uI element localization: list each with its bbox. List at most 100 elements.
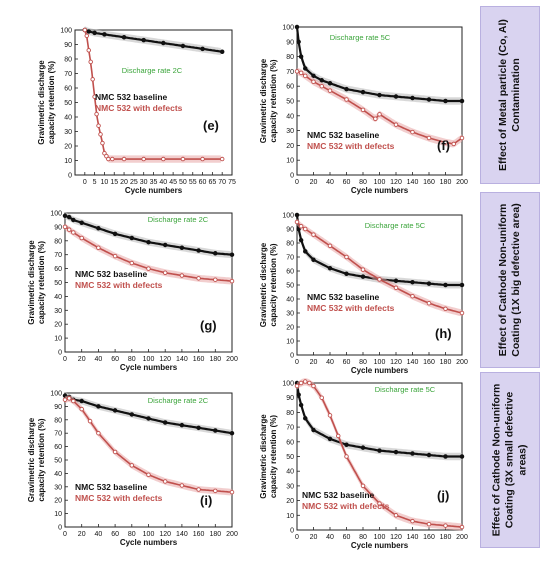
- defect-point: [377, 501, 382, 506]
- legend-baseline: NMC 532 baseline: [75, 269, 148, 279]
- y-tick-label: 70: [54, 252, 62, 259]
- y-tick-label: 100: [50, 211, 62, 218]
- baseline-point: [213, 428, 218, 433]
- y-axis-title: Gravimetric dischargecapacity retention …: [27, 240, 46, 325]
- defect-point: [161, 156, 166, 162]
- x-tick-label: 80: [359, 359, 367, 366]
- x-tick-label: 40: [326, 534, 334, 541]
- side-label-big-defect: Effect of Cathode Non-uniform Coating (1…: [480, 192, 540, 368]
- defect-point: [410, 518, 415, 524]
- chart-panel-i: 0 20 40 60 80 100 120 140 160 180 200 0 10 20 30 40 50 60…: [27, 391, 238, 548]
- legend-defect: NMC 532 with defects: [95, 103, 183, 113]
- defect-point: [62, 397, 68, 402]
- defect-point: [459, 524, 465, 530]
- y-axis-title-line: Gravimetric discharge: [259, 242, 268, 327]
- y-tick-label: 90: [286, 395, 294, 402]
- y-tick-label: 70: [64, 71, 72, 78]
- chart-panel-f: 0 20 40 60 80 100 120 140 160 180 200 0 10 20 30 40 50 60…: [259, 23, 468, 195]
- x-tick-label: 100: [374, 359, 386, 366]
- legend-defect: NMC 532 with defects: [302, 501, 390, 511]
- defect-point: [459, 135, 465, 141]
- defect-point: [92, 94, 97, 99]
- baseline-point: [146, 239, 151, 245]
- y-axis-title-line: Gravimetric discharge: [27, 240, 36, 325]
- x-tick-label: 160: [193, 531, 205, 538]
- x-tick-label: 0: [63, 531, 67, 538]
- y-tick-label: 30: [286, 128, 294, 135]
- x-tick-label: 80: [128, 356, 136, 363]
- baseline-point: [298, 237, 304, 243]
- defect-point: [229, 489, 235, 495]
- y-axis-title-line: capacity retention (%): [269, 243, 278, 326]
- defect-point: [303, 379, 308, 384]
- y-tick-label: 0: [68, 173, 72, 180]
- y-tick-label: 40: [286, 297, 294, 304]
- legend-defect: NMC 532 with defects: [75, 493, 163, 503]
- plot-frame: [64, 212, 233, 353]
- x-tick-label: 140: [176, 356, 188, 363]
- baseline-point: [393, 94, 399, 99]
- x-axis-title: Cycle numbers: [120, 538, 178, 547]
- defect-point: [393, 285, 399, 291]
- baseline-point: [92, 30, 97, 36]
- x-axis-title: Cycle numbers: [120, 363, 178, 372]
- baseline-point: [327, 436, 333, 442]
- baseline-point: [179, 245, 185, 250]
- defect-point: [344, 454, 349, 459]
- panel-label: (i): [200, 493, 212, 508]
- y-tick-label: 100: [50, 391, 62, 398]
- x-tick-label: 180: [440, 179, 452, 186]
- defect-point: [327, 243, 333, 249]
- defect-point: [146, 472, 151, 477]
- x-tick-label: 75: [228, 179, 236, 186]
- defect-point: [196, 487, 201, 492]
- defect-point: [303, 226, 308, 232]
- defect-point: [96, 123, 101, 128]
- baseline-point: [393, 278, 399, 284]
- y-tick-label: 80: [286, 54, 294, 61]
- defect-point: [373, 116, 378, 122]
- defect-point: [298, 223, 304, 229]
- series-error-band: [297, 378, 462, 531]
- plot-frame: [74, 29, 233, 176]
- defect-point: [393, 513, 399, 518]
- baseline-point: [319, 78, 325, 83]
- side-label-text: Effect of Metal particle (Co, Al) Contam…: [497, 19, 522, 171]
- y-tick-label: 80: [54, 238, 62, 245]
- panel-label: (h): [435, 326, 452, 341]
- y-tick-label: 60: [286, 269, 294, 276]
- baseline-point: [71, 217, 76, 223]
- baseline-point: [360, 445, 366, 450]
- y-axis-title: Gravimetric dischargecapacity retention …: [259, 414, 278, 499]
- rate-label: Discharge rate 2C: [122, 66, 183, 75]
- defect-point: [443, 306, 448, 312]
- x-tick-label: 80: [359, 534, 367, 541]
- baseline-point: [79, 398, 84, 404]
- x-tick-label: 100: [374, 179, 386, 186]
- baseline-point: [393, 449, 399, 455]
- y-tick-label: 60: [286, 84, 294, 91]
- defect-point: [129, 463, 135, 468]
- x-tick-label: 180: [440, 534, 452, 541]
- x-tick-label: 160: [193, 356, 205, 363]
- y-tick-label: 70: [286, 425, 294, 432]
- rate-label: Discharge rate 2C: [148, 396, 209, 405]
- legend-baseline: NMC 532 baseline: [75, 482, 148, 492]
- x-tick-label: 60: [199, 179, 207, 186]
- panel-label: (e): [203, 118, 219, 133]
- x-tick-label: 0: [295, 534, 299, 541]
- x-tick-label: 80: [359, 179, 367, 186]
- defect-point: [360, 483, 366, 489]
- y-tick-label: 30: [286, 311, 294, 318]
- defect-point: [327, 413, 333, 418]
- defect-point: [410, 129, 415, 135]
- baseline-point: [296, 392, 301, 398]
- legend-baseline: NMC 532 baseline: [302, 490, 375, 500]
- x-tick-label: 20: [310, 359, 318, 366]
- y-tick-label: 30: [286, 483, 294, 490]
- defect-point: [90, 77, 95, 82]
- baseline-point: [311, 73, 316, 79]
- side-label-text: Effect of Cathode Non-uniform Coating (3…: [490, 383, 529, 537]
- baseline-point: [102, 32, 107, 37]
